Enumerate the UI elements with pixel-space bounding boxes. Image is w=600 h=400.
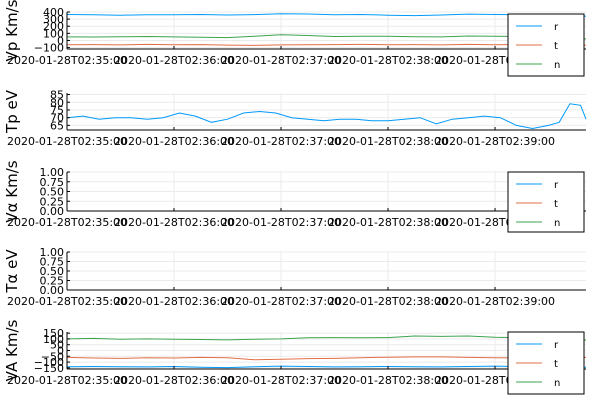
y-tick-label: −50 [41, 350, 64, 363]
y-tick-label: 0.00 [40, 205, 65, 218]
x-tick-label: 2020-01-28T02:37:00 [221, 374, 341, 387]
panel-5: −150−100−500501001502020-01-28T02:35:002… [3, 319, 587, 395]
x-tick-label: 2020-01-28T02:37:00 [221, 216, 341, 229]
x-tick-label: 2020-01-28T02:36:00 [114, 135, 234, 148]
panel-3: 0.000.250.500.751.002020-01-28T02:35:002… [3, 160, 586, 233]
x-tick-label: 2020-01-28T02:38:00 [328, 374, 448, 387]
y-tick-label: 0.25 [40, 275, 65, 288]
x-tick-label: 2020-01-28T02:38:00 [328, 216, 448, 229]
legend: rtn [507, 13, 585, 77]
x-tick-label: 2020-01-28T02:37:00 [221, 135, 341, 148]
y-tick-label: −100 [34, 356, 64, 369]
legend-label-t: t [554, 359, 558, 370]
y-tick-label: 200 [43, 20, 64, 33]
legend-label-n: n [554, 218, 560, 229]
y-tick-label: 300 [43, 13, 64, 26]
x-tick-label: 2020-01-28T02:38:00 [328, 295, 448, 308]
x-tick-label: 2020-01-28T02:35:00 [7, 295, 127, 308]
y-tick-label: 0.25 [40, 195, 65, 208]
legend-label-n: n [554, 378, 560, 389]
y-tick-label: 0.50 [40, 265, 65, 278]
legend-label-r: r [554, 340, 559, 351]
x-tick-label: 2020-01-28T02:36:00 [114, 54, 234, 67]
x-tick-label: 2020-01-28T02:37:00 [221, 54, 341, 67]
y-tick-label: 70 [50, 112, 64, 125]
x-tick-label: 2020-01-28T02:35:00 [7, 135, 127, 148]
x-tick-label: 2020-01-28T02:36:00 [114, 295, 234, 308]
y-axis-label: VA Km/s [3, 319, 21, 381]
panel-2: 65707580852020-01-28T02:35:002020-01-28T… [3, 89, 587, 148]
x-tick-label: 2020-01-28T02:35:00 [7, 374, 127, 387]
x-tick-label: 2020-01-28T02:39:00 [435, 295, 555, 308]
y-tick-label: 0 [57, 34, 64, 47]
y-tick-label: 100 [43, 333, 64, 346]
y-tick-label: 75 [50, 104, 64, 117]
y-axis-label: Vp Km/s [3, 0, 21, 61]
y-tick-label: 1.00 [40, 246, 65, 259]
y-tick-label: 150 [43, 327, 64, 340]
y-tick-label: 0 [57, 345, 64, 358]
x-tick-label: 2020-01-28T02:36:00 [114, 374, 234, 387]
legend-label-n: n [554, 60, 560, 71]
series-line-value [66, 103, 587, 130]
y-tick-label: −150 [34, 362, 64, 375]
x-tick-label: 2020-01-28T02:37:00 [221, 295, 341, 308]
y-tick-label: 0.75 [40, 176, 65, 189]
legend: rtn [507, 171, 585, 233]
legend-label-t: t [554, 41, 558, 52]
y-tick-label: 100 [43, 27, 64, 40]
x-tick-label: 2020-01-28T02:35:00 [7, 54, 127, 67]
x-tick-label: 2020-01-28T02:39:00 [435, 135, 555, 148]
y-tick-label: 1.00 [40, 166, 65, 179]
legend: rtn [507, 331, 585, 395]
y-tick-label: −100 [34, 42, 64, 55]
legend-label-t: t [554, 199, 558, 210]
x-tick-label: 2020-01-28T02:36:00 [114, 216, 234, 229]
x-tick-label: 2020-01-28T02:38:00 [328, 135, 448, 148]
y-tick-label: 65 [50, 119, 64, 132]
legend-label-r: r [554, 180, 559, 191]
x-tick-label: 2020-01-28T02:35:00 [7, 216, 127, 229]
y-axis-label: Tp eV [3, 89, 21, 134]
x-tick-label: 2020-01-28T02:38:00 [328, 54, 448, 67]
panel-4: 0.000.250.500.751.002020-01-28T02:35:002… [3, 246, 586, 308]
panel-1: −10001002003004002020-01-28T02:35:002020… [3, 0, 587, 77]
y-tick-label: 0.75 [40, 256, 65, 269]
y-axis-label: Tα eV [3, 249, 21, 294]
y-axis-label: Vα Km/s [3, 160, 21, 222]
legend-label-r: r [554, 22, 559, 33]
y-tick-label: 85 [50, 89, 64, 102]
legend-box [507, 171, 585, 233]
y-tick-label: 400 [43, 6, 64, 19]
y-tick-label: 50 [50, 339, 64, 352]
y-tick-label: 0.50 [40, 186, 65, 199]
y-tick-label: 0.00 [40, 284, 65, 297]
y-tick-label: 80 [50, 96, 64, 109]
